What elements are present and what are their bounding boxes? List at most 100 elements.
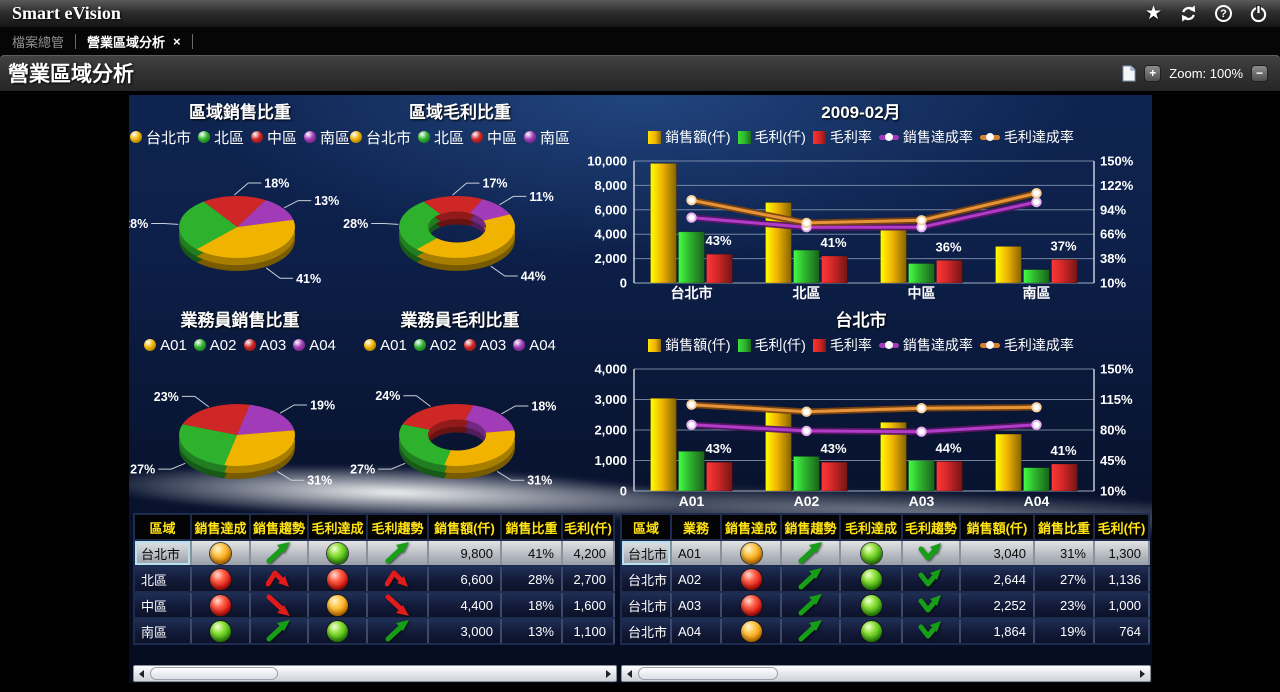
legend-label: 銷售額(仟) bbox=[665, 129, 731, 145]
scroll-right-arrow-icon[interactable] bbox=[1140, 670, 1145, 678]
scroll-left-arrow-icon[interactable] bbox=[139, 670, 144, 678]
column-header[interactable]: 銷售額(仟) bbox=[960, 514, 1035, 541]
svg-text:66%: 66% bbox=[1100, 227, 1126, 242]
zoom-out-button[interactable]: − bbox=[1251, 64, 1268, 82]
status-light-icon bbox=[210, 542, 231, 564]
legend-item: 毛利達成率 bbox=[979, 127, 1074, 147]
svg-text:122%: 122% bbox=[1100, 178, 1134, 193]
legend-label: 銷售達成率 bbox=[902, 129, 973, 145]
table-row[interactable]: 北區 6,600 28% 2,700 bbox=[134, 566, 615, 593]
scrollbar-thumb[interactable] bbox=[638, 667, 778, 680]
status-light-icon bbox=[860, 620, 882, 642]
pie-chart-salesperson-profit-share: 業務員毛利比重 A01 A02 A03 A04 24% 18% 31% 27% bbox=[350, 309, 569, 513]
table-cell: 19% bbox=[1034, 618, 1095, 645]
power-icon[interactable] bbox=[1249, 4, 1268, 23]
table-cell: 2,252 bbox=[960, 592, 1035, 619]
scrollbar-thumb[interactable] bbox=[150, 667, 278, 680]
chart-legend: A01 A02 A03 A04 bbox=[131, 333, 349, 357]
column-header[interactable]: 銷售達成 bbox=[191, 514, 251, 541]
legend-item: 中區 bbox=[471, 127, 517, 148]
table-cell bbox=[840, 618, 903, 645]
page-title: 營業區域分析 bbox=[8, 63, 134, 86]
column-header[interactable]: 銷售趨勢 bbox=[781, 514, 841, 541]
legend-dot-icon bbox=[293, 339, 306, 351]
table-cell: 台北市 bbox=[621, 566, 672, 593]
legend-label: 毛利(仟) bbox=[754, 129, 806, 145]
table-cell bbox=[308, 566, 368, 593]
combo-chart-month-by-region: 2009-02月 銷售額(仟) 毛利(仟) 毛利率 銷售達成率 毛利達成率 10,000… bbox=[570, 101, 1152, 305]
column-header[interactable]: 毛利(仟) bbox=[1094, 514, 1150, 541]
svg-text:36%: 36% bbox=[935, 239, 961, 254]
trend-arrow-icon bbox=[385, 619, 411, 642]
tab-close-icon[interactable]: × bbox=[173, 33, 181, 49]
tab-sales-region-analysis[interactable]: 營業區域分析 bbox=[87, 34, 166, 50]
column-header[interactable]: 毛利趨勢 bbox=[367, 514, 429, 541]
table-header-row: 區域 業務 銷售達成 銷售趨勢 毛利達成 毛利趨勢 銷售額(仟) 銷售比重 毛利(仟) bbox=[621, 514, 1150, 541]
table-row[interactable]: 南區 3,000 13% 1,100 bbox=[134, 618, 615, 645]
column-header[interactable]: 業務 bbox=[671, 514, 722, 541]
column-header[interactable]: 毛利(仟) bbox=[562, 514, 615, 541]
legend-label: 毛利率 bbox=[829, 337, 872, 353]
legend-item: A03 bbox=[463, 337, 506, 354]
scroll-left-arrow-icon[interactable] bbox=[627, 670, 632, 678]
column-header[interactable]: 銷售額(仟) bbox=[428, 514, 502, 541]
table-cell bbox=[902, 592, 961, 619]
table-cell bbox=[250, 592, 309, 619]
table-row[interactable]: 中區 4,400 18% 1,600 bbox=[134, 592, 615, 619]
table-row[interactable]: 台北市 A02 2,644 27% 1,136 bbox=[621, 566, 1150, 593]
column-header[interactable]: 銷售達成 bbox=[721, 514, 782, 541]
chart-legend: A01 A02 A03 A04 bbox=[351, 333, 569, 357]
column-header[interactable]: 毛利達成 bbox=[840, 514, 903, 541]
table-row[interactable]: 台北市 A03 2,252 23% 1,000 bbox=[621, 592, 1150, 619]
legend-label: 毛利達成率 bbox=[1003, 337, 1074, 353]
refresh-icon[interactable] bbox=[1179, 4, 1198, 23]
pie-svg: 18% 13% 41% 28% bbox=[129, 177, 339, 286]
left-table-horizontal-scrollbar[interactable] bbox=[133, 665, 617, 682]
legend-item: 台北市 bbox=[129, 127, 191, 148]
column-header[interactable]: 區域 bbox=[134, 514, 192, 541]
scroll-right-arrow-icon[interactable] bbox=[606, 670, 611, 678]
table-row[interactable]: 台北市 A01 3,040 31% 1,300 bbox=[621, 540, 1150, 567]
legend-label: 銷售達成率 bbox=[902, 337, 973, 353]
column-header[interactable]: 銷售趨勢 bbox=[250, 514, 309, 541]
column-header[interactable]: 毛利達成 bbox=[308, 514, 368, 541]
table-row[interactable]: 台北市 A04 1,864 19% 764 bbox=[621, 618, 1150, 645]
pie-chart-region-sales-share: 區域銷售比重 台北市 北區 中區 南區 18% 13% 41% 28% bbox=[129, 101, 350, 305]
trend-arrow-icon bbox=[266, 541, 292, 564]
column-header[interactable]: 銷售比重 bbox=[501, 514, 563, 541]
status-light-icon bbox=[740, 568, 762, 590]
svg-text:23%: 23% bbox=[154, 390, 179, 404]
table-cell bbox=[308, 592, 368, 619]
favorite-star-icon[interactable]: ★ bbox=[1144, 3, 1162, 24]
combo-chart-taipei-by-salesperson: 台北市 銷售額(仟) 毛利(仟) 毛利率 銷售達成率 毛利達成率 4,000 150% 3,… bbox=[570, 309, 1152, 509]
legend-item: 南區 bbox=[524, 127, 570, 148]
table-cell bbox=[902, 618, 961, 645]
table-cell bbox=[367, 540, 429, 567]
trend-arrow-icon bbox=[798, 593, 824, 616]
pie-svg: 24% 18% 31% 27% bbox=[350, 389, 556, 488]
trend-arrow-icon bbox=[918, 619, 944, 642]
column-header[interactable]: 區域 bbox=[621, 514, 672, 541]
table-cell: 1,100 bbox=[562, 618, 615, 645]
svg-text:31%: 31% bbox=[307, 474, 332, 488]
column-header[interactable]: 銷售比重 bbox=[1034, 514, 1095, 541]
legend-item: A01 bbox=[364, 337, 407, 354]
application-header: Smart eVision ★ ? bbox=[0, 0, 1280, 27]
document-icon[interactable] bbox=[1122, 65, 1136, 82]
legend-label: 北區 bbox=[433, 129, 464, 147]
table-cell: 台北市 bbox=[134, 540, 192, 567]
table-cell bbox=[781, 566, 841, 593]
table-cell bbox=[250, 540, 309, 567]
legend-line-icon bbox=[979, 132, 1000, 141]
table-row[interactable]: 台北市 9,800 41% 4,200 bbox=[134, 540, 615, 567]
zoom-in-button[interactable]: + bbox=[1144, 64, 1162, 82]
status-light-icon bbox=[210, 620, 231, 642]
right-table-horizontal-scrollbar[interactable] bbox=[621, 665, 1151, 682]
column-header[interactable]: 毛利趨勢 bbox=[902, 514, 961, 541]
chart-legend: 銷售額(仟) 毛利(仟) 毛利率 銷售達成率 毛利達成率 bbox=[570, 125, 1152, 149]
legend-dot-icon bbox=[243, 339, 256, 351]
tab-file-explorer[interactable]: 檔案總管 bbox=[12, 34, 65, 50]
table-cell bbox=[367, 592, 429, 619]
help-icon[interactable]: ? bbox=[1215, 5, 1232, 22]
legend-dot-icon bbox=[524, 131, 537, 143]
